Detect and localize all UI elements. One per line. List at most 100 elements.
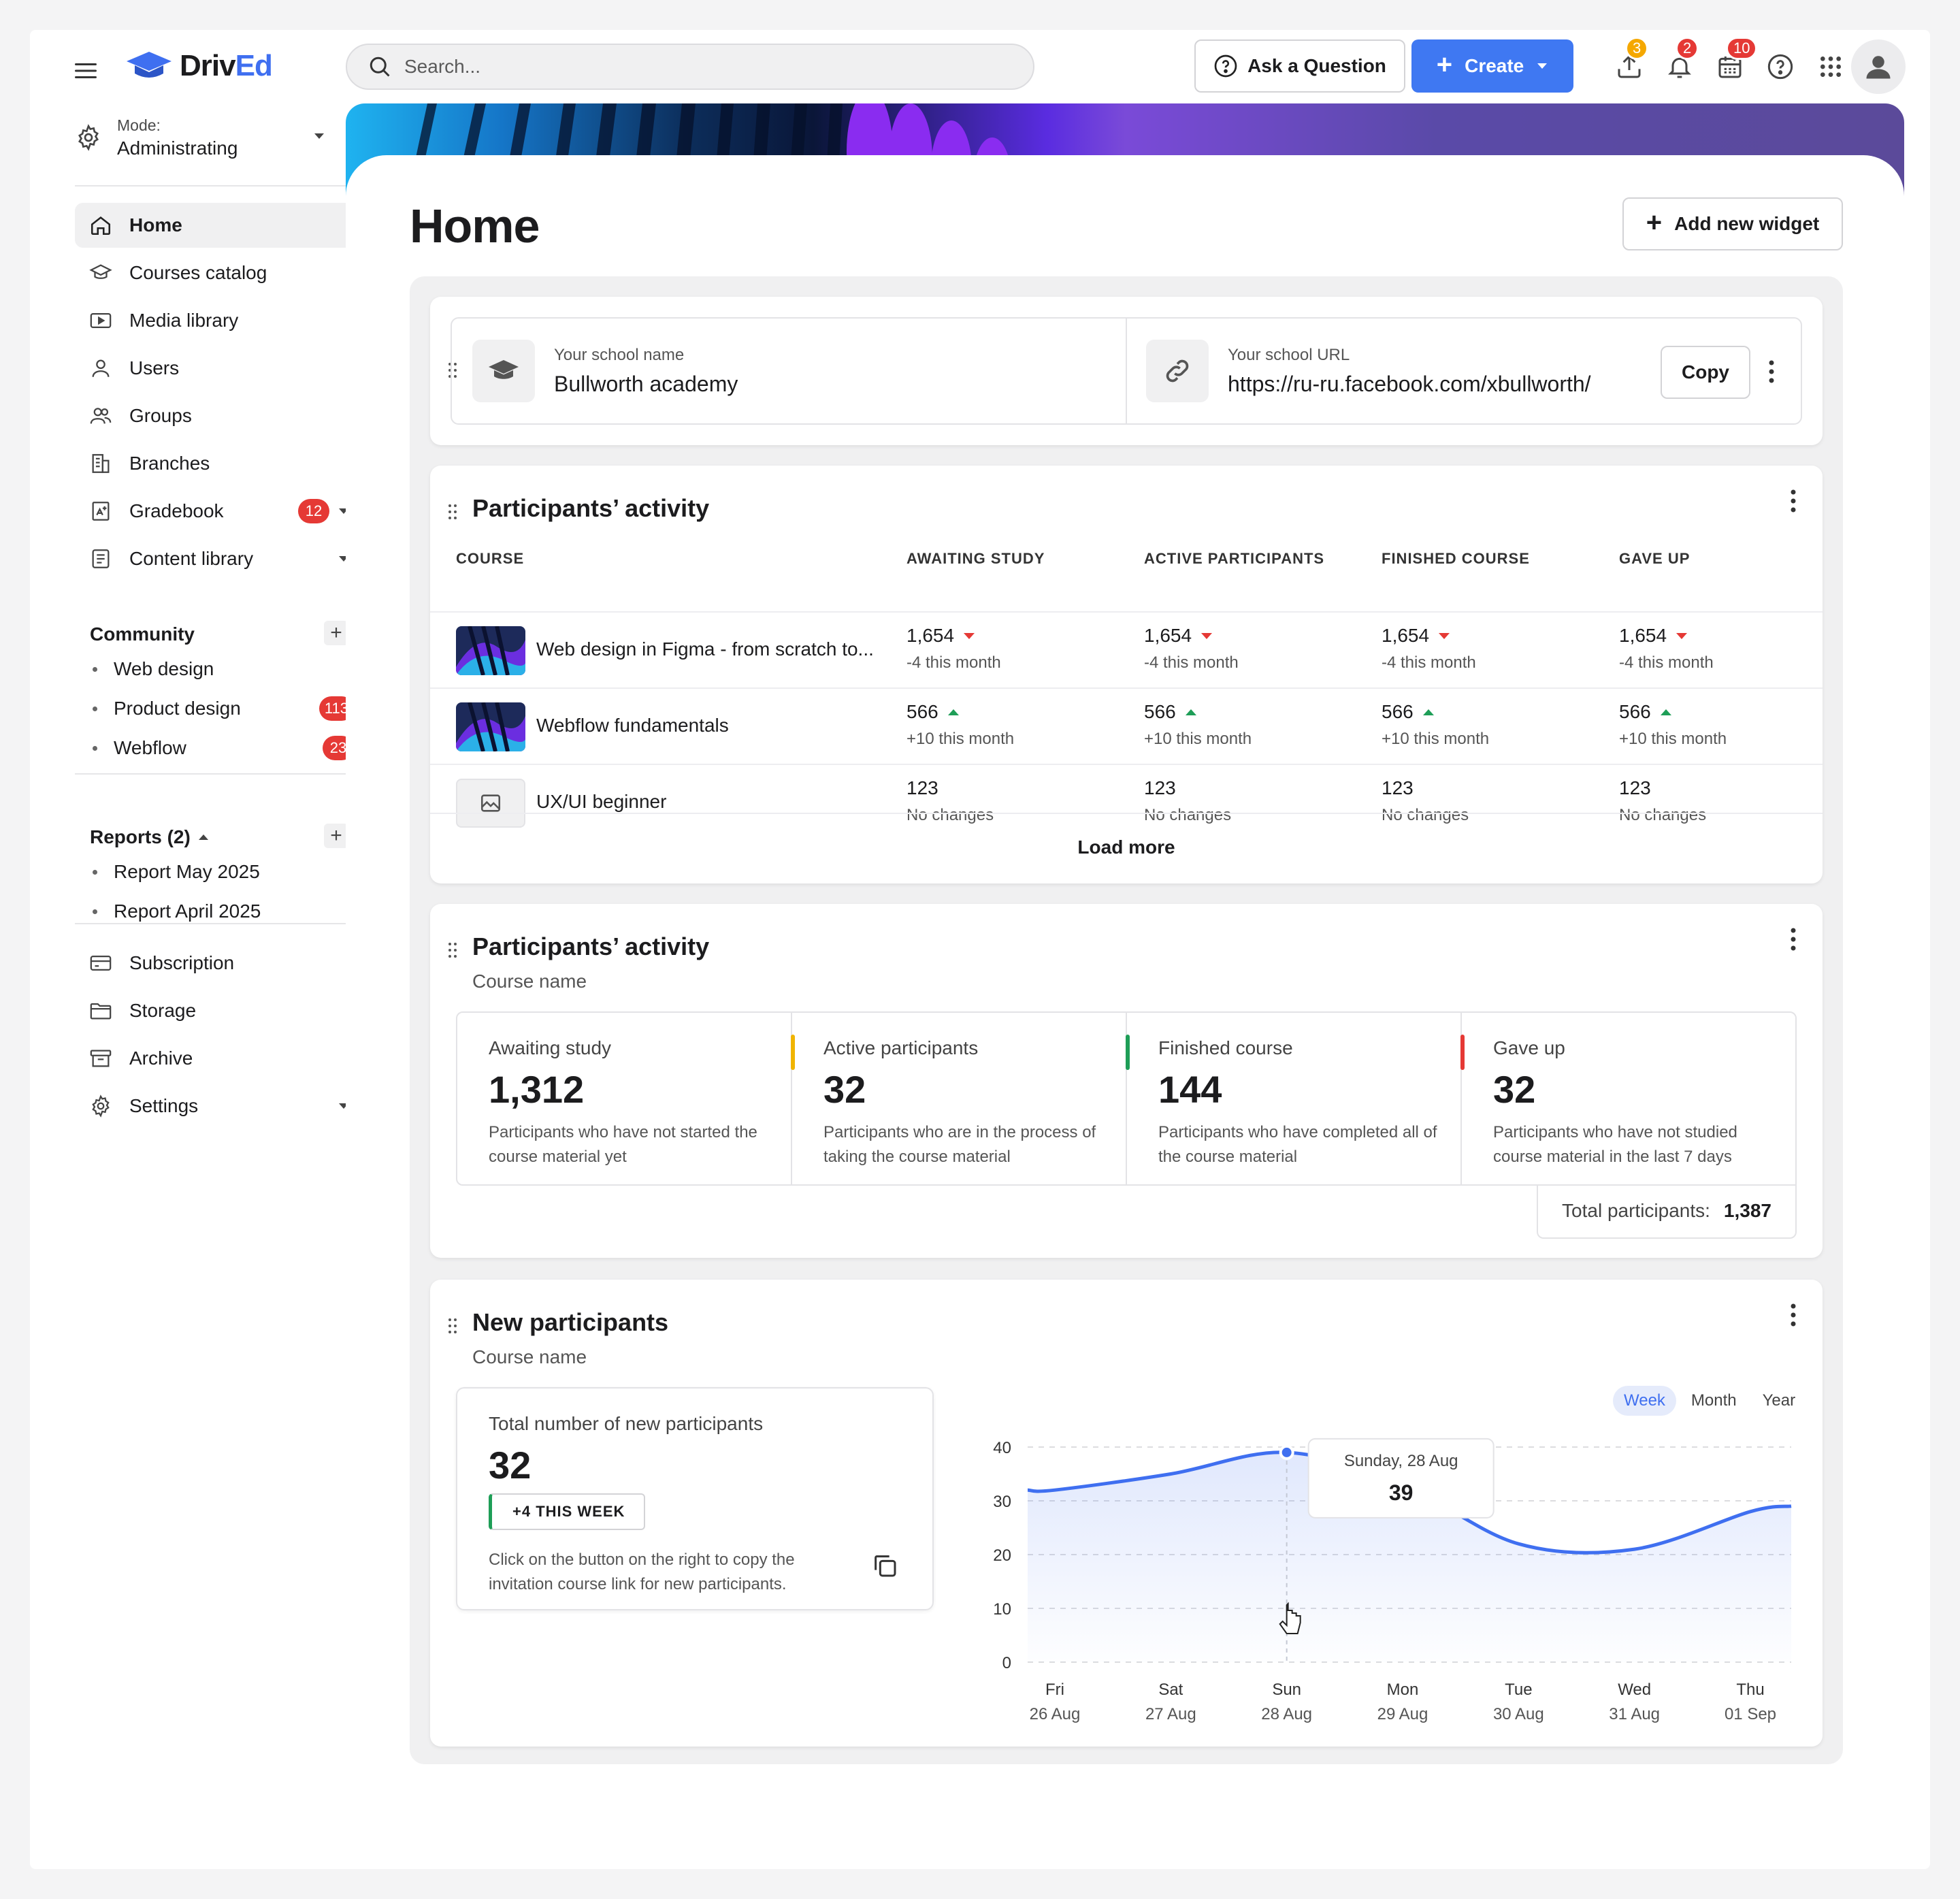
cell-value: 1,654 (906, 625, 955, 646)
apps-button[interactable] (1814, 50, 1847, 83)
tooltip-date: Sunday, 28 Aug (1344, 1452, 1458, 1470)
x-tick-label: Thu (1736, 1681, 1764, 1699)
drag-handle-icon[interactable] (448, 1318, 457, 1334)
sidebar-item-groups[interactable]: Groups (75, 393, 361, 438)
sidebar-item-branches[interactable]: Branches (75, 441, 361, 486)
sidebar-item-media-library[interactable]: Media library (75, 298, 361, 343)
sidebar-nav-bottom: Subscription Storage Archive Settings (75, 941, 361, 1131)
widget-title: Participants’ activity (472, 494, 710, 522)
stat-description: Participants who have not started the co… (489, 1123, 757, 1166)
sidebar-item-settings[interactable]: Settings (75, 1084, 361, 1129)
help-icon (1767, 54, 1793, 80)
range-month[interactable]: Month (1690, 1391, 1737, 1410)
x-tick-date: 28 Aug (1261, 1705, 1312, 1723)
reports-list: Report May 2025 Report April 2025 (90, 852, 361, 931)
more-options-icon[interactable] (1790, 1303, 1797, 1327)
sidebar-item-storage[interactable]: Storage (75, 988, 361, 1033)
x-tick-date: 27 Aug (1145, 1705, 1196, 1723)
add-community-button[interactable]: + (324, 621, 348, 645)
stat-accent-bar (1126, 1035, 1130, 1070)
np-total-value: 32 (489, 1444, 532, 1487)
x-tick-date: 31 Aug (1609, 1705, 1660, 1723)
column-header[interactable]: ACTIVE PARTICIPANTS (1144, 550, 1325, 567)
trend-up-icon (1422, 709, 1434, 715)
help-button[interactable] (1764, 50, 1797, 83)
avatar[interactable] (1851, 39, 1906, 94)
sidebar-item-home[interactable]: Home (75, 203, 361, 248)
more-options-icon[interactable] (1768, 359, 1775, 384)
school-url-value[interactable]: https://ru-ru.facebook.com/xbullworth/ (1228, 371, 1591, 396)
column-header[interactable]: AWAITING STUDY (906, 550, 1045, 567)
load-more-button[interactable]: Load more (430, 813, 1823, 881)
column-header[interactable]: COURSE (456, 550, 525, 567)
sidebar-item-label: Subscription (129, 952, 235, 973)
sidebar-item-users[interactable]: Users (75, 346, 361, 391)
graduation-cap-icon (472, 340, 535, 402)
notifications-button[interactable]: 2 (1663, 37, 1699, 83)
more-options-icon[interactable] (1790, 489, 1797, 513)
table-row[interactable]: Webflow fundamentals 566 +10 this month 5… (430, 687, 1823, 764)
community-item-web-design[interactable]: Web design (90, 649, 361, 689)
drag-handle-icon[interactable] (448, 942, 457, 958)
drag-handle-icon[interactable] (448, 504, 457, 520)
cell-value: 123 (1382, 777, 1414, 798)
brand-logo[interactable]: DrivEd (125, 49, 273, 83)
play-icon (88, 308, 113, 333)
trend-up-icon (1660, 709, 1671, 715)
column-header[interactable]: GAVE UP (1619, 550, 1690, 567)
community-item-webflow[interactable]: Webflow 23 (90, 728, 361, 768)
search-input[interactable] (404, 56, 949, 78)
divider (1126, 319, 1127, 423)
range-year[interactable]: Year (1762, 1391, 1796, 1410)
total-value: 1,387 (1723, 1200, 1771, 1221)
sidebar-item-label: Gradebook (129, 500, 224, 521)
users-icon (88, 404, 113, 428)
community-heading[interactable]: Community (90, 623, 195, 645)
mode-selector[interactable]: Mode: Administrating (75, 110, 343, 165)
home-icon (88, 213, 113, 238)
stat-label: Awaiting study (489, 1037, 612, 1058)
brand-name-accent: Ed (235, 49, 273, 82)
copy-icon[interactable] (871, 1552, 898, 1579)
trend-down-icon (964, 632, 975, 639)
sidebar-divider (75, 185, 359, 186)
gradebook-icon (88, 499, 113, 523)
sidebar-item-courses-catalog[interactable]: Courses catalog (75, 250, 361, 295)
menu-icon[interactable] (72, 57, 99, 84)
cell-delta: +10 this month (1382, 730, 1490, 748)
sidebar-item-content-library[interactable]: Content library (75, 536, 361, 581)
new-participants-card: Total number of new participants 32 +4 T… (456, 1387, 934, 1610)
cell-delta: +10 this month (906, 730, 1015, 748)
sidebar-item-archive[interactable]: Archive (75, 1036, 361, 1081)
copy-url-button[interactable]: Copy (1661, 346, 1750, 399)
stat-value: 32 (823, 1068, 866, 1111)
report-item[interactable]: Report April 2025 (90, 892, 361, 931)
add-report-button[interactable]: + (324, 824, 348, 848)
more-options-icon[interactable] (1790, 927, 1797, 952)
ask-question-button[interactable]: Ask a Question (1194, 39, 1405, 93)
calendar-button[interactable]: 10 (1714, 37, 1758, 83)
stat-gave-up: Gave up 32 Participants who have not stu… (1460, 1013, 1797, 1184)
add-widget-label: Add new widget (1674, 213, 1820, 234)
reports-heading[interactable]: Reports (2) (90, 826, 210, 848)
gradebook-badge: 12 (298, 499, 329, 523)
table-row[interactable]: UX/UI beginner 123 No changes 123 No chang… (430, 764, 1823, 840)
table-row[interactable]: Web design in Figma - from scratch to...… (430, 611, 1823, 687)
sidebar-item-subscription[interactable]: Subscription (75, 941, 361, 986)
upload-button[interactable]: 3 (1613, 37, 1649, 83)
uploads-badge: 3 (1625, 37, 1649, 60)
sidebar-item-gradebook[interactable]: Gradebook 12 (75, 489, 361, 534)
create-button[interactable]: + Create (1411, 39, 1573, 93)
range-week[interactable]: Week (1613, 1386, 1676, 1416)
widget-subtitle: Course name (472, 971, 587, 992)
add-widget-button[interactable]: + Add new widget (1622, 197, 1843, 250)
report-item[interactable]: Report May 2025 (90, 852, 361, 892)
cell-delta: -4 this month (1619, 653, 1714, 672)
column-header[interactable]: FINISHED COURSE (1382, 550, 1530, 567)
widget-subtitle: Course name (472, 1346, 587, 1367)
mode-label: Mode: (117, 116, 161, 134)
sidebar-divider (75, 923, 359, 924)
search-bar[interactable] (346, 44, 1034, 90)
school-info-box: Your school name Bullworth academy Your … (451, 317, 1802, 425)
community-item-product-design[interactable]: Product design 113 (90, 689, 361, 728)
